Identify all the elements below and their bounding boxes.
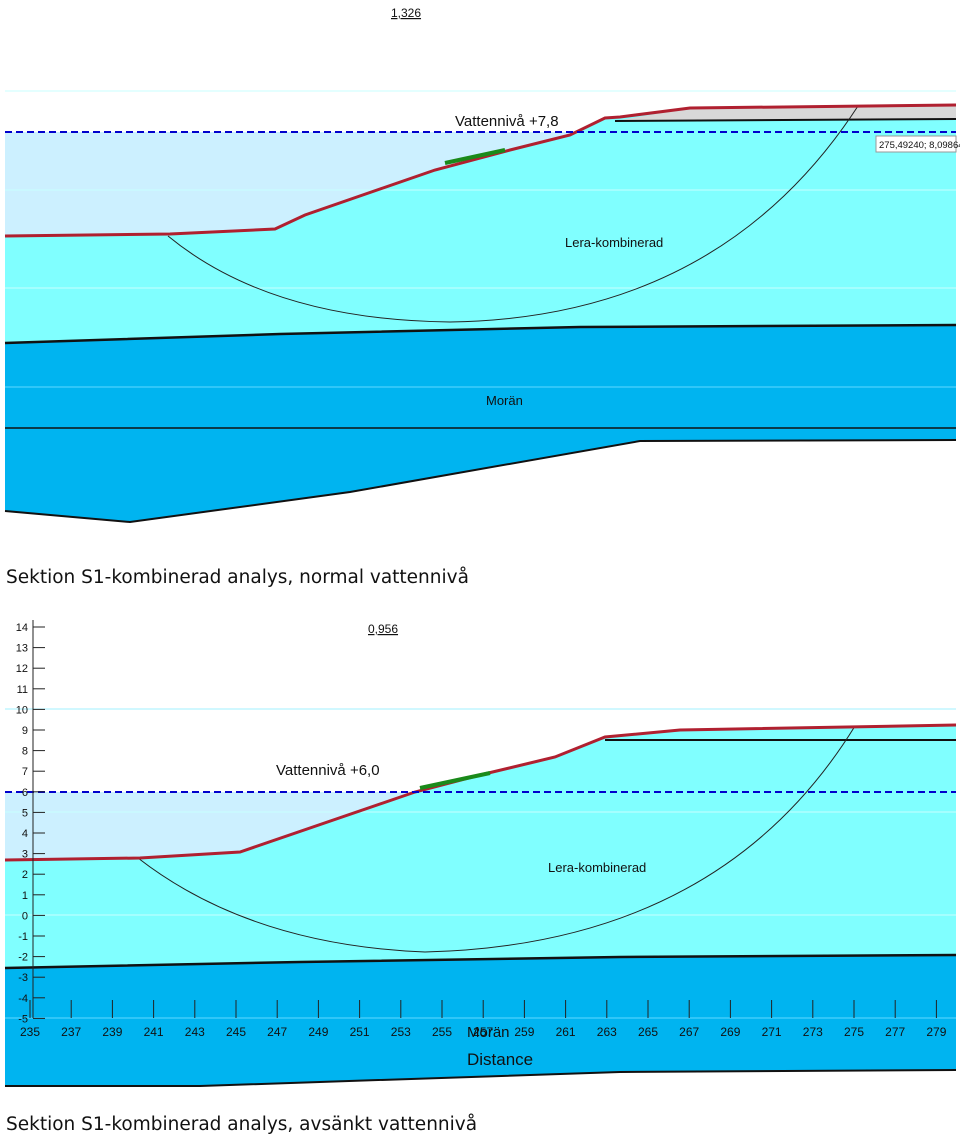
x-tick-label: 243 [185,1025,205,1039]
till-layer-label: Morän [486,393,523,408]
figure-caption-normal: Sektion S1-kombinerad analys, normal vat… [6,567,469,588]
clay-till-boundary [4,953,957,970]
x-tick-label: 279 [926,1025,946,1039]
x-axis-ticks: 235 237 239 241 243 245 247 249 251 253 255 257 259 2… [20,1000,947,1039]
x-tick-label: 249 [308,1025,328,1039]
slip-surface [167,105,859,323]
y-tick-label: -1 [18,931,28,943]
y-tick-label: 5 [22,807,28,819]
x-tick-label: 255 [432,1025,452,1039]
x-tick-label: 265 [638,1025,658,1039]
x-tick-label: 271 [762,1025,782,1039]
till-layer [5,955,956,1086]
clay-layer [5,725,956,968]
figure-caption-lowered: Sektion S1-kombinerad analys, avsänkt va… [6,1114,478,1135]
x-tick-label: 241 [144,1025,164,1039]
water-body [5,132,585,236]
x-tick-label: 257 [473,1025,493,1039]
water-level-label: Vattennivå +7,8 [455,113,559,130]
y-tick-label: -2 [18,952,28,964]
y-tick-label: 4 [22,828,28,840]
y-tick-label: 14 [16,622,28,634]
y-tick-label: 13 [16,643,28,655]
coordinate-readout: 275,49240; 8,09864 [879,140,960,151]
x-tick-label: 261 [556,1025,576,1039]
x-tick-label: 275 [844,1025,864,1039]
x-tick-label: 253 [391,1025,411,1039]
y-tick-label: 10 [16,704,28,716]
till-bottom-boundary [5,1069,957,1087]
clay-layer [5,105,956,343]
y-tick-label: 9 [22,725,28,737]
y-tick-label: 6 [22,787,28,799]
x-tick-label: 247 [267,1025,287,1039]
y-tick-label: 3 [22,849,28,861]
x-tick-label: 245 [226,1025,246,1039]
x-tick-label: 239 [102,1025,122,1039]
x-tick-label: 263 [597,1025,617,1039]
y-tick-label: -5 [18,1013,28,1025]
y-tick-label: 1 [22,890,28,902]
x-tick-label: 277 [885,1025,905,1039]
y-tick-label: -4 [18,993,28,1005]
factor-of-safety: 1,326 [391,6,421,20]
reinforced-segment [444,148,506,165]
y-tick-label: 0 [22,910,28,922]
clay-layer-label: Lera-kombinerad [548,860,646,875]
y-tick-label: 8 [22,746,28,758]
x-tick-label: 273 [803,1025,823,1039]
x-tick-label: 267 [679,1025,699,1039]
y-tick-label: 2 [22,869,28,881]
slip-surface [137,725,856,953]
x-tick-label: 235 [20,1025,40,1039]
reinforced-segment [419,771,491,790]
coordinate-box [875,135,957,153]
grid-lines [5,708,956,1019]
y-tick-label: -3 [18,972,28,984]
factor-of-safety: 0,956 [368,622,398,636]
section-diagram-normal-water: 1,326 Vattennivå +7,8 Lera-kombinerad Mo… [4,6,960,524]
plateau-boundary [614,118,957,122]
till-layer-label: Morän [467,1024,510,1041]
clay-layer-label: Lera-kombinerad [565,235,663,250]
x-tick-label: 237 [61,1025,81,1039]
water-body [5,792,415,860]
ground-surface [4,103,957,238]
grid-lines [5,90,956,388]
till-layer [5,325,956,522]
y-tick-label: 11 [17,684,28,696]
y-tick-label: 7 [22,766,28,778]
x-tick-label: 251 [350,1025,370,1039]
clay-till-boundary [4,323,957,345]
water-level-label: Vattennivå +6,0 [276,762,380,779]
x-tick-label: 269 [720,1025,740,1039]
x-axis-title: Distance [467,1050,533,1069]
y-tick-label: 12 [16,663,28,675]
till-bottom-boundary [4,439,957,524]
x-tick-label: 259 [514,1025,534,1039]
